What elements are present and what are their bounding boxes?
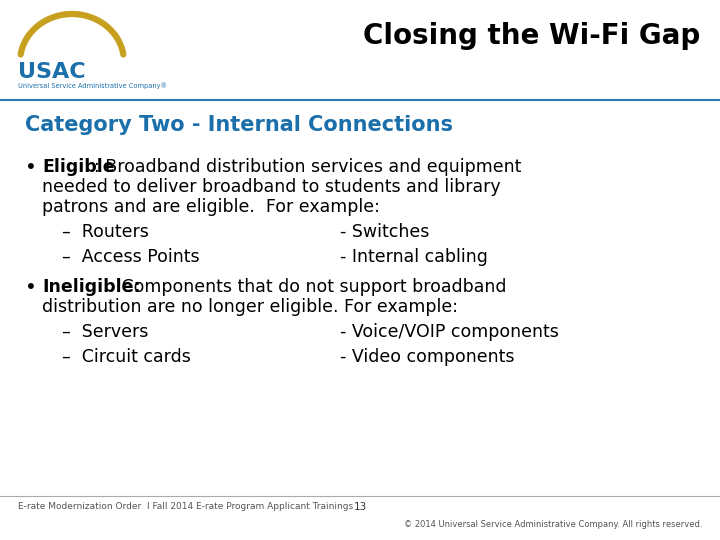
Text: - Switches: - Switches bbox=[340, 223, 429, 241]
Text: Ineligible:: Ineligible: bbox=[42, 278, 140, 296]
Text: : Broadband distribution services and equipment: : Broadband distribution services and eq… bbox=[94, 158, 521, 176]
Text: Universal Service Administrative Company®: Universal Service Administrative Company… bbox=[18, 82, 167, 89]
Text: –  Circuit cards: – Circuit cards bbox=[62, 348, 191, 366]
Text: –  Servers: – Servers bbox=[62, 323, 148, 341]
Text: –  Routers: – Routers bbox=[62, 223, 149, 241]
Text: Closing the Wi-Fi Gap: Closing the Wi-Fi Gap bbox=[363, 22, 700, 50]
Text: - Video components: - Video components bbox=[340, 348, 515, 366]
Text: E-rate Modernization Order  I Fall 2014 E-rate Program Applicant Trainings: E-rate Modernization Order I Fall 2014 E… bbox=[18, 502, 353, 511]
Text: - Voice/VOIP components: - Voice/VOIP components bbox=[340, 323, 559, 341]
Text: - Internal cabling: - Internal cabling bbox=[340, 248, 488, 266]
Text: •: • bbox=[25, 158, 37, 177]
Text: © 2014 Universal Service Administrative Company. All rights reserved.: © 2014 Universal Service Administrative … bbox=[403, 520, 702, 529]
Text: –  Access Points: – Access Points bbox=[62, 248, 199, 266]
Text: 13: 13 bbox=[354, 502, 366, 512]
Text: USAC: USAC bbox=[18, 62, 86, 82]
Text: patrons and are eligible.  For example:: patrons and are eligible. For example: bbox=[42, 198, 380, 216]
Text: distribution are no longer eligible. For example:: distribution are no longer eligible. For… bbox=[42, 298, 458, 316]
Text: needed to deliver broadband to students and library: needed to deliver broadband to students … bbox=[42, 178, 500, 196]
Text: Eligible: Eligible bbox=[42, 158, 114, 176]
Text: Category Two - Internal Connections: Category Two - Internal Connections bbox=[25, 115, 453, 135]
Text: •: • bbox=[25, 278, 37, 297]
Text: Components that do not support broadband: Components that do not support broadband bbox=[116, 278, 506, 296]
